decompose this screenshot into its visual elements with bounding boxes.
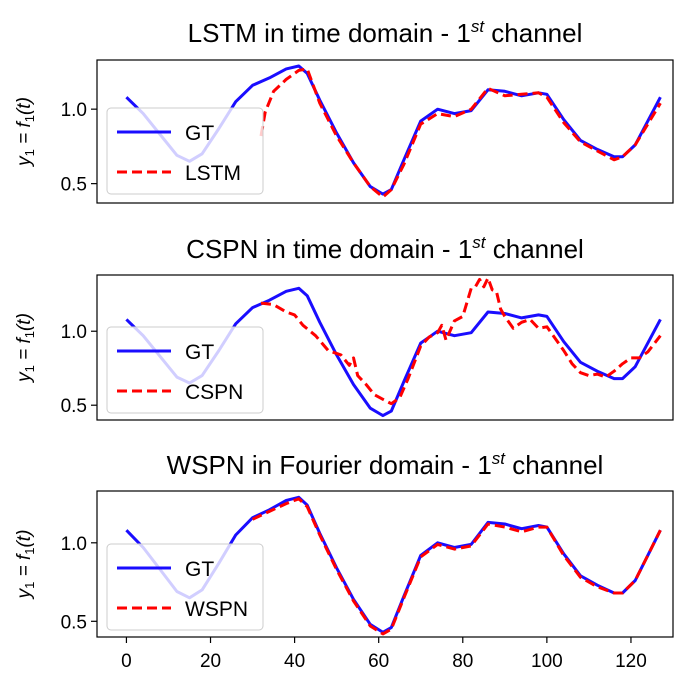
x-tick-label: 40 [284,651,305,672]
legend-label-gt: GT [185,122,214,145]
y-tick-label: 0.5 [61,396,87,417]
series-line-cspn [260,276,662,406]
series-line-lstm [259,67,662,199]
legend-box [106,107,264,195]
legend-box [106,326,264,414]
x-tick-label: 80 [452,651,473,672]
y-tick-label: 1.0 [61,534,87,555]
y-tick-label: 0.5 [61,612,87,633]
legend-label-cspn: CSPN [185,381,243,404]
series-line-wspn [251,497,662,636]
legend-label-gt: GT [185,341,214,364]
panel-title: LSTM in time domain - 1st channel [188,17,583,48]
legend-label-lstm: LSTM [185,162,241,185]
panel-title: WSPN in Fourier domain - 1st channel [167,449,604,480]
y-axis-label: y1 = f1(t) [14,530,37,601]
x-tick-label: 20 [200,651,221,672]
y-axis-label: y1 = f1(t) [14,313,37,384]
x-tick-label: 100 [531,651,563,672]
x-tick-label: 120 [615,651,647,672]
legend-label-wspn: WSPN [185,598,248,621]
y-tick-label: 0.5 [61,175,87,196]
legend: GT CSPN [106,326,264,414]
y-tick-label: 1.0 [61,322,87,343]
plot-frame [96,59,674,204]
y-tick-label: 1.0 [61,100,87,121]
plot-frame [96,274,674,421]
plot-frame [96,490,674,638]
legend-box [106,543,264,631]
panel-3: WSPN in Fourier domain - 1st channel y1 =… [14,449,674,672]
panel-2: CSPN in time domain - 1st channel y1 = f1… [14,233,674,421]
legend: GT LSTM [106,107,264,195]
x-tick-label: 0 [121,651,132,672]
legend-label-gt: GT [185,558,214,581]
x-tick-label: 60 [368,651,389,672]
legend: GT WSPN [106,543,264,631]
panel-1: LSTM in time domain - 1st channel y1 = f1… [14,17,674,204]
panel-title: CSPN in time domain - 1st channel [186,233,584,264]
y-axis-label: y1 = f1(t) [14,97,37,168]
